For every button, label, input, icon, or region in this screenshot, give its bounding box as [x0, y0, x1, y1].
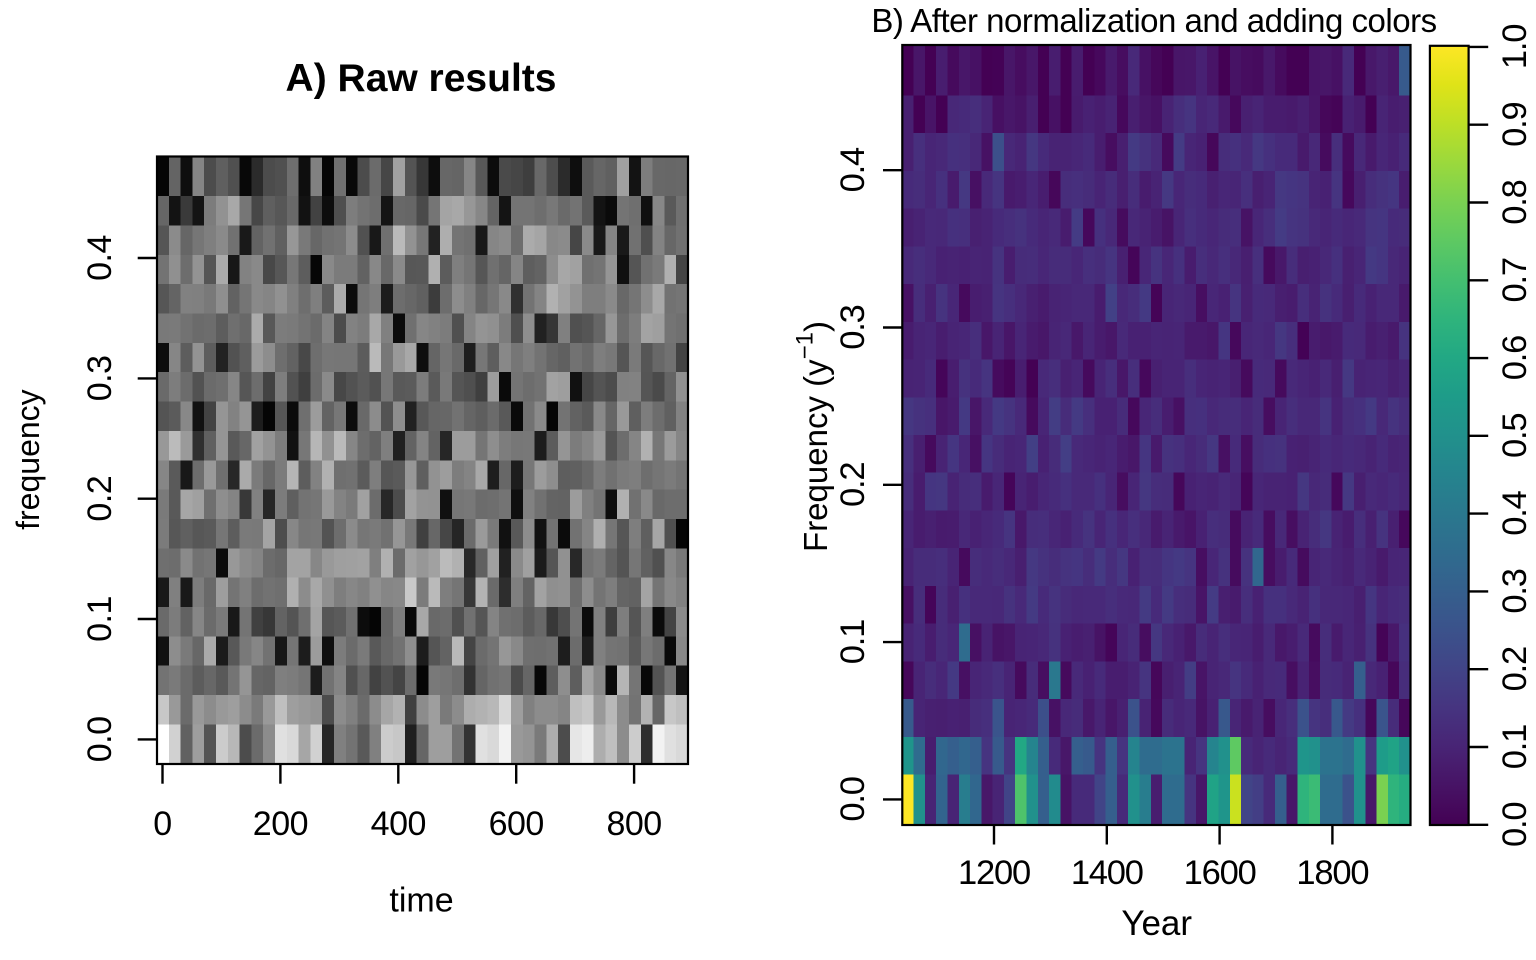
svg-text:0.8: 0.8 [1496, 180, 1534, 224]
svg-text:0.9: 0.9 [1496, 103, 1534, 147]
svg-text:0.7: 0.7 [1496, 258, 1534, 302]
svg-text:Frequency (y−1): Frequency (y−1) [791, 321, 834, 552]
svg-text:1600: 1600 [1184, 854, 1256, 892]
svg-text:0.5: 0.5 [1496, 414, 1534, 458]
svg-text:0.0: 0.0 [834, 777, 872, 821]
svg-text:0.3: 0.3 [81, 356, 119, 402]
svg-text:time: time [389, 882, 453, 920]
svg-text:0.1: 0.1 [81, 596, 119, 642]
svg-text:0.4: 0.4 [1496, 490, 1534, 535]
svg-text:0.4: 0.4 [81, 235, 119, 281]
svg-text:800: 800 [606, 805, 661, 843]
svg-text:0.4: 0.4 [834, 147, 872, 192]
svg-text:A) Raw results: A) Raw results [286, 57, 557, 100]
svg-text:B) After normalization and add: B) After normalization and adding colors [871, 2, 1436, 39]
svg-text:1.0: 1.0 [1496, 25, 1534, 69]
svg-text:0.1: 0.1 [834, 620, 872, 664]
svg-text:200: 200 [253, 805, 308, 843]
svg-text:600: 600 [489, 805, 544, 843]
svg-text:0.2: 0.2 [1496, 647, 1534, 691]
svg-text:1800: 1800 [1296, 854, 1368, 892]
svg-text:0.0: 0.0 [81, 717, 119, 763]
svg-text:0: 0 [153, 805, 171, 843]
svg-text:0.0: 0.0 [1496, 803, 1534, 847]
svg-text:0.3: 0.3 [834, 305, 872, 349]
svg-text:1400: 1400 [1071, 854, 1143, 892]
svg-text:frequency: frequency [10, 389, 46, 530]
svg-text:Year: Year [1121, 904, 1192, 943]
svg-text:0.2: 0.2 [834, 463, 872, 507]
svg-text:1200: 1200 [958, 854, 1030, 892]
svg-text:0.2: 0.2 [81, 476, 119, 522]
svg-text:0.6: 0.6 [1496, 336, 1534, 380]
svg-text:400: 400 [371, 805, 426, 843]
svg-text:0.1: 0.1 [1496, 725, 1534, 769]
svg-text:0.3: 0.3 [1496, 569, 1534, 613]
